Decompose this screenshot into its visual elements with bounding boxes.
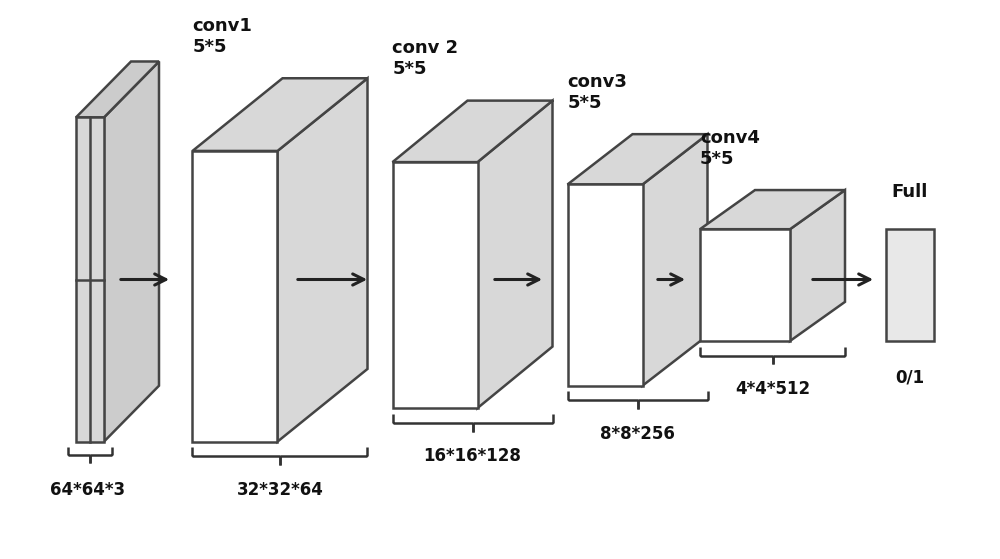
Polygon shape [392,101,552,162]
Polygon shape [104,61,159,442]
Polygon shape [76,61,159,117]
Text: conv1
5*5: conv1 5*5 [192,17,252,56]
Polygon shape [478,101,552,408]
Polygon shape [568,184,642,386]
Polygon shape [790,190,845,341]
Text: Full: Full [892,183,928,201]
Polygon shape [642,134,708,386]
Text: 4*4*512: 4*4*512 [735,380,810,398]
Text: conv 2
5*5: conv 2 5*5 [392,40,459,78]
Polygon shape [568,134,708,184]
Text: conv4
5*5: conv4 5*5 [700,129,760,168]
Text: conv3
5*5: conv3 5*5 [568,73,627,112]
Text: 16*16*128: 16*16*128 [424,447,521,465]
Polygon shape [192,151,277,442]
Polygon shape [277,78,367,442]
Text: 32*32*64: 32*32*64 [237,481,323,499]
Polygon shape [700,229,790,341]
Polygon shape [192,78,367,151]
Text: 0/1: 0/1 [895,369,925,387]
Text: 8*8*256: 8*8*256 [600,425,675,443]
Polygon shape [76,117,104,442]
Polygon shape [392,162,478,408]
Text: 64*64*3: 64*64*3 [50,481,126,499]
Polygon shape [700,190,845,229]
Polygon shape [886,229,934,341]
